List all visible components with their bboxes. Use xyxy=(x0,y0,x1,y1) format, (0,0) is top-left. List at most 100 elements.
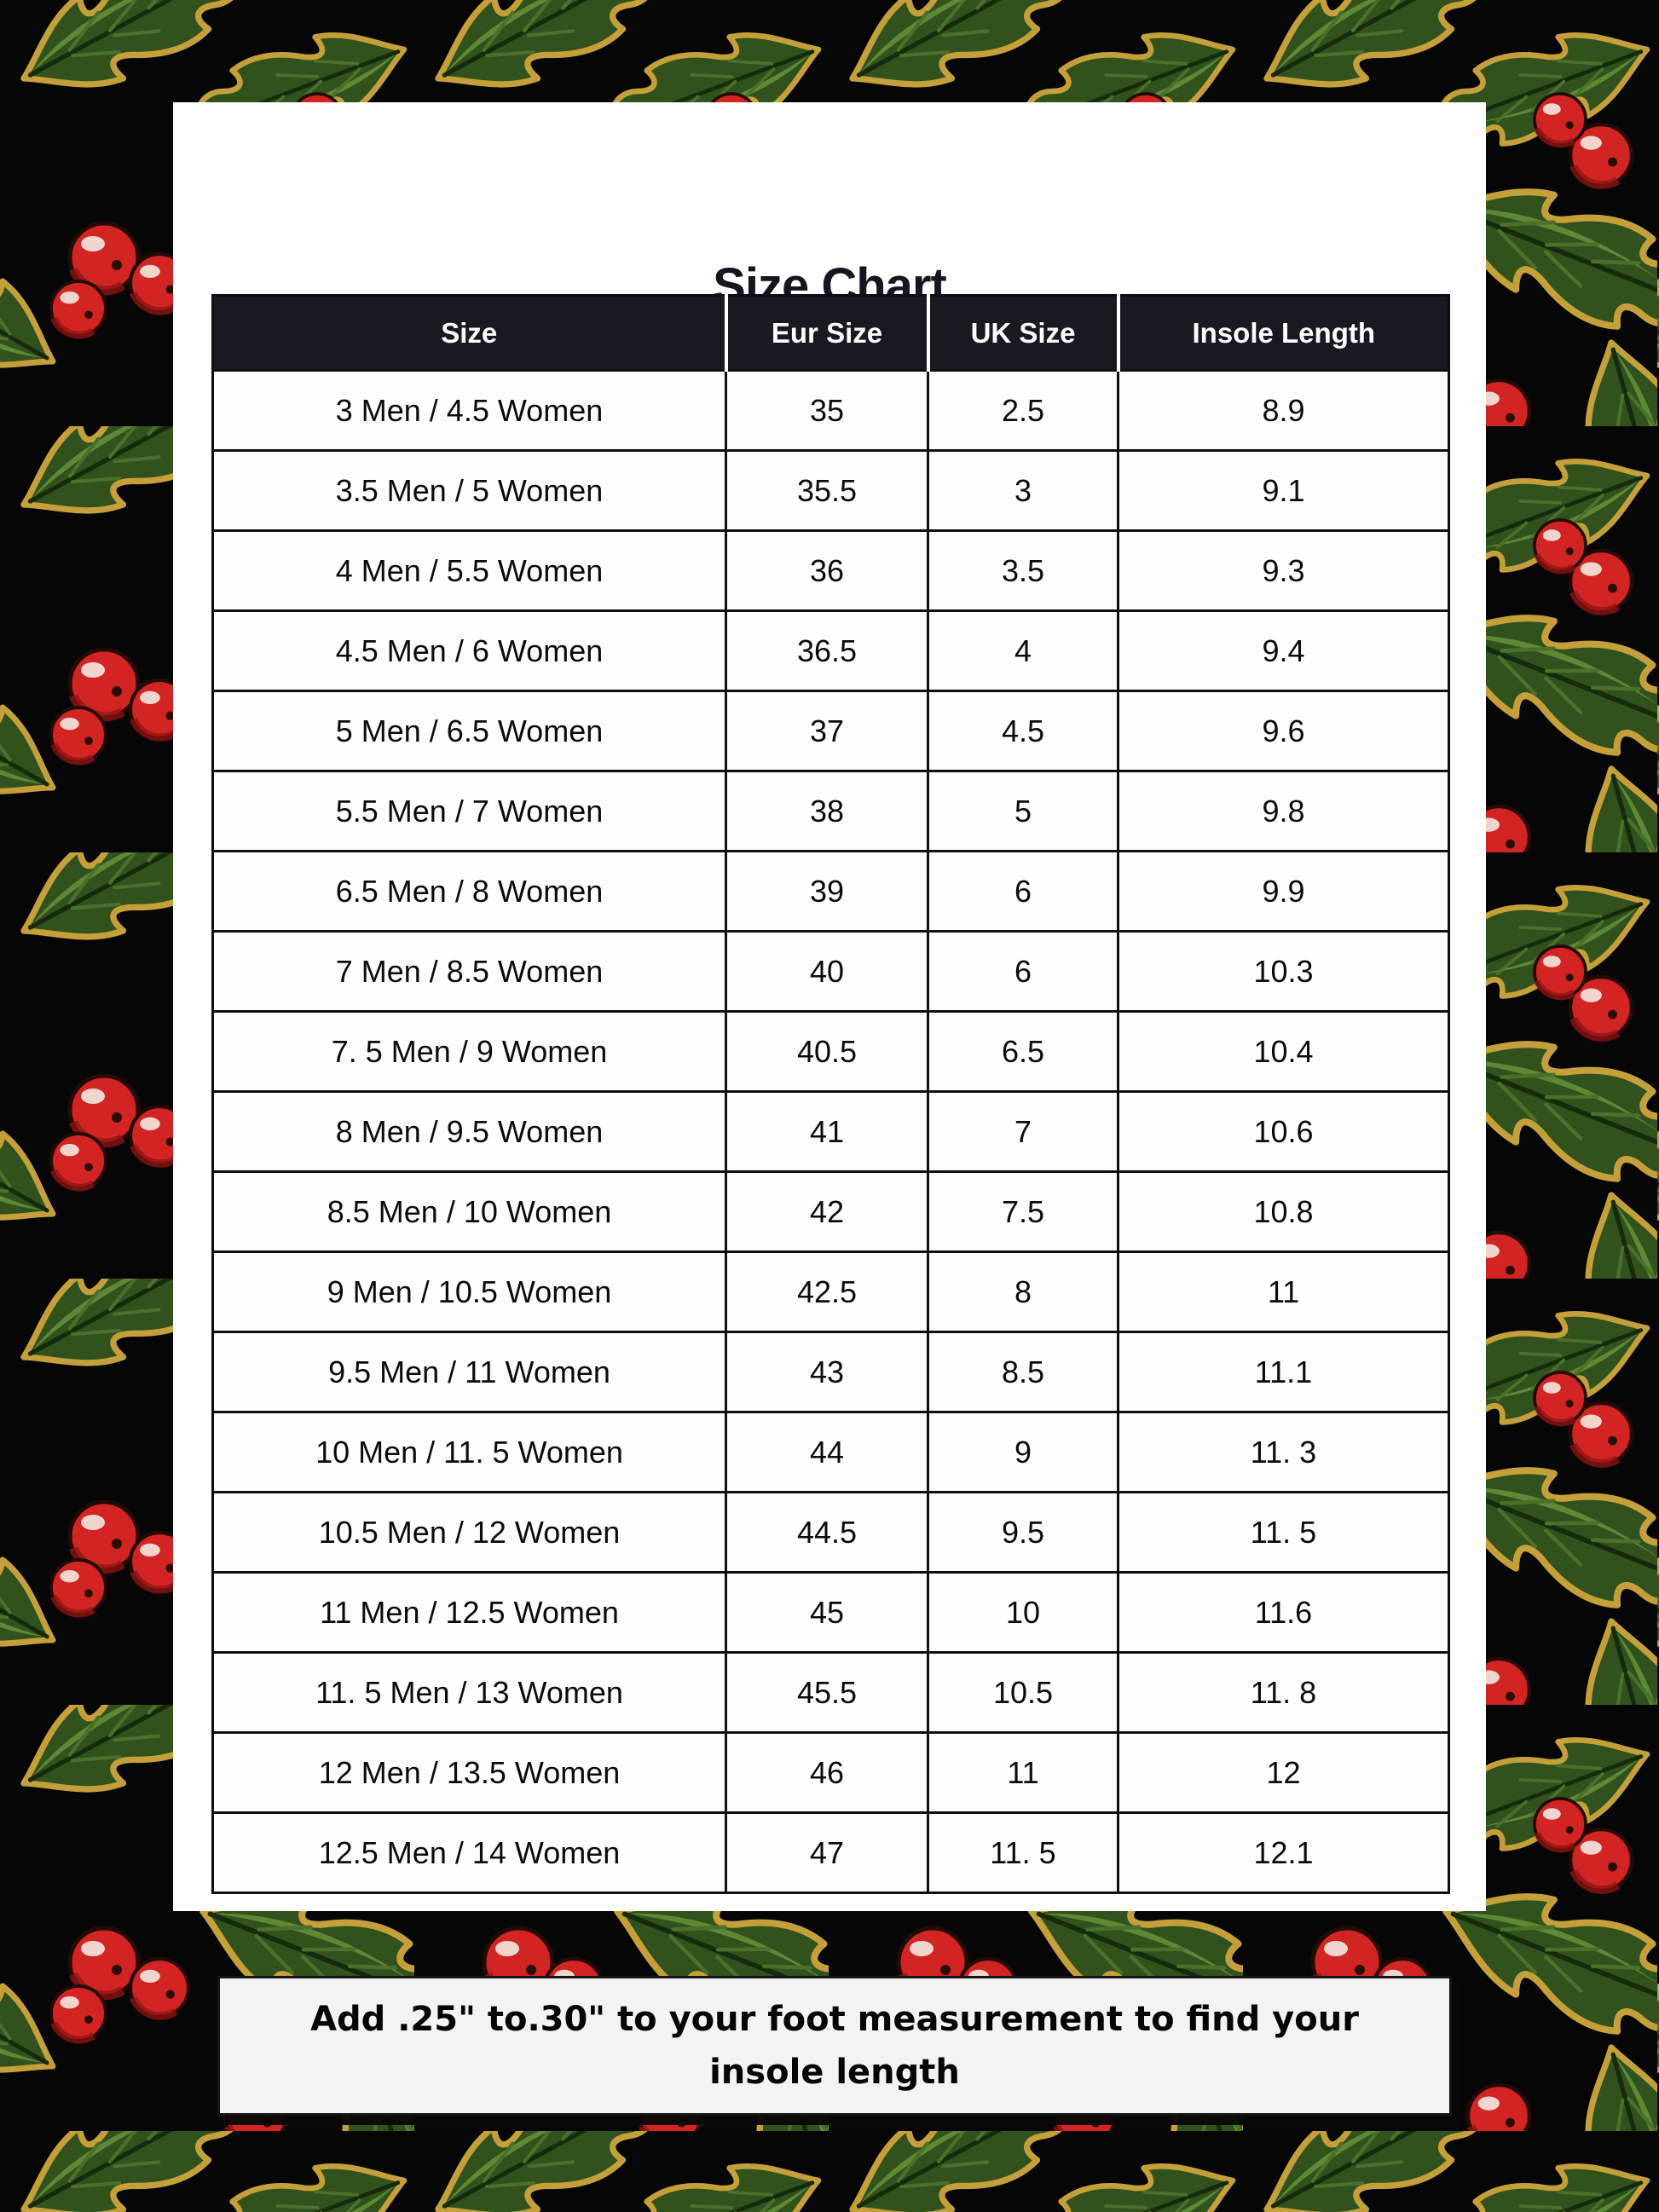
table-cell: 11. 3 xyxy=(1117,1411,1450,1493)
table-cell: 10.4 xyxy=(1117,1010,1450,1093)
table-cell: 11. 8 xyxy=(1117,1651,1450,1734)
table-cell: 40 xyxy=(725,930,929,1013)
table-cell: 39 xyxy=(725,850,929,933)
table-cell: 7 Men / 8.5 Women xyxy=(211,930,727,1013)
table-cell: 6 xyxy=(927,930,1119,1013)
table-cell: 6.5 Men / 8 Women xyxy=(211,850,727,933)
table-cell: 43 xyxy=(725,1331,929,1413)
table-cell: 9.6 xyxy=(1117,690,1450,772)
table-cell: 4.5 xyxy=(927,690,1119,772)
table-cell: 11. 5 Men / 13 Women xyxy=(211,1651,727,1734)
table-cell: 46 xyxy=(725,1731,929,1814)
table-row: 11. 5 Men / 13 Women 45.5 10.5 11. 8 xyxy=(211,1651,1450,1734)
table-cell: 8.5 Men / 10 Women xyxy=(211,1170,727,1253)
table-cell: 45 xyxy=(725,1571,929,1654)
footer-note-banner: Add .25" to.30" to your foot measurement… xyxy=(217,1976,1452,2116)
table-cell: 35 xyxy=(725,369,929,452)
table-cell: 8.9 xyxy=(1117,369,1450,452)
table-cell: 5 Men / 6.5 Women xyxy=(211,690,727,772)
table-cell: 4.5 Men / 6 Women xyxy=(211,609,727,692)
table-cell: 11.1 xyxy=(1117,1331,1450,1413)
table-cell: 36 xyxy=(725,529,929,612)
table-cell: 8 xyxy=(927,1250,1119,1333)
size-table-body: 3 Men / 4.5 Women 35 2.5 8.9 3.5 Men / 5 Wom… xyxy=(211,369,1450,1894)
table-cell: 10 xyxy=(927,1571,1119,1654)
table-cell: 45.5 xyxy=(725,1651,929,1734)
table-cell: 9.4 xyxy=(1117,609,1450,692)
table-cell: 47 xyxy=(725,1811,929,1894)
column-header: Eur Size xyxy=(724,294,929,372)
table-cell: 42 xyxy=(725,1170,929,1253)
table-cell: 7. 5 Men / 9 Women xyxy=(211,1010,727,1093)
size-table: Size Eur Size UK Size Insole Length 3 Men /… xyxy=(211,294,1450,1894)
table-cell: 2.5 xyxy=(927,369,1119,452)
table-row: 12 Men / 13.5 Women 46 11 12 xyxy=(211,1731,1450,1814)
table-cell: 6.5 xyxy=(927,1010,1119,1093)
table-cell: 37 xyxy=(725,690,929,772)
table-cell: 41 xyxy=(725,1090,929,1173)
table-cell: 3.5 xyxy=(927,529,1119,612)
table-cell: 12 xyxy=(1117,1731,1450,1814)
table-row: 11 Men / 12.5 Women 45 10 11.6 xyxy=(211,1571,1450,1654)
table-row: 9.5 Men / 11 Women 43 8.5 11.1 xyxy=(211,1331,1450,1413)
table-row: 9 Men / 10.5 Women 42.5 8 11 xyxy=(211,1250,1450,1333)
table-cell: 9.5 Men / 11 Women xyxy=(211,1331,727,1413)
table-cell: 9.1 xyxy=(1117,449,1450,532)
table-cell: 9.5 xyxy=(927,1491,1119,1574)
table-row: 12.5 Men / 14 Women 47 11. 5 12.1 xyxy=(211,1811,1450,1894)
table-cell: 44.5 xyxy=(725,1491,929,1574)
table-cell: 7 xyxy=(927,1090,1119,1173)
table-cell: 10.3 xyxy=(1117,930,1450,1013)
table-cell: 7.5 xyxy=(927,1170,1119,1253)
table-row: 6.5 Men / 8 Women 39 6 9.9 xyxy=(211,850,1450,933)
table-cell: 11.6 xyxy=(1117,1571,1450,1654)
table-row: 5 Men / 6.5 Women 37 4.5 9.6 xyxy=(211,690,1450,772)
table-cell: 12 Men / 13.5 Women xyxy=(211,1731,727,1814)
table-cell: 9.9 xyxy=(1117,850,1450,933)
table-row: 3.5 Men / 5 Women 35.5 3 9.1 xyxy=(211,449,1450,532)
table-row: 8.5 Men / 10 Women 42 7.5 10.8 xyxy=(211,1170,1450,1253)
table-cell: 3.5 Men / 5 Women xyxy=(211,449,727,532)
table-cell: 9 Men / 10.5 Women xyxy=(211,1250,727,1333)
table-row: 8 Men / 9.5 Women 41 7 10.6 xyxy=(211,1090,1450,1173)
table-cell: 11. 5 xyxy=(927,1811,1119,1894)
table-cell: 8 Men / 9.5 Women xyxy=(211,1090,727,1173)
column-header: Insole Length xyxy=(1116,294,1450,372)
table-cell: 3 xyxy=(927,449,1119,532)
table-row: 10.5 Men / 12 Women 44.5 9.5 11. 5 xyxy=(211,1491,1450,1574)
column-header: Size xyxy=(211,294,727,372)
table-cell: 11 xyxy=(1117,1250,1450,1333)
table-cell: 4 xyxy=(927,609,1119,692)
table-cell: 10.5 xyxy=(927,1651,1119,1734)
table-cell: 11 xyxy=(927,1731,1119,1814)
table-cell: 9 xyxy=(927,1411,1119,1493)
table-row: 5.5 Men / 7 Women 38 5 9.8 xyxy=(211,770,1450,852)
table-cell: 40.5 xyxy=(725,1010,929,1093)
table-cell: 8.5 xyxy=(927,1331,1119,1413)
table-cell: 10.8 xyxy=(1117,1170,1450,1253)
table-row: 10 Men / 11. 5 Women 44 9 11. 3 xyxy=(211,1411,1450,1493)
table-cell: 42.5 xyxy=(725,1250,929,1333)
table-row: 3 Men / 4.5 Women 35 2.5 8.9 xyxy=(211,369,1450,452)
footer-note-text: Add .25" to.30" to your foot measurement… xyxy=(310,2000,1359,2092)
table-cell: 3 Men / 4.5 Women xyxy=(211,369,727,452)
column-header: UK Size xyxy=(926,294,1119,372)
table-row: 4 Men / 5.5 Women 36 3.5 9.3 xyxy=(211,529,1450,612)
table-row: 7. 5 Men / 9 Women 40.5 6.5 10.4 xyxy=(211,1010,1450,1093)
table-cell: 12.5 Men / 14 Women xyxy=(211,1811,727,1894)
table-cell: 5.5 Men / 7 Women xyxy=(211,770,727,852)
table-cell: 11. 5 xyxy=(1117,1491,1450,1574)
table-cell: 10 Men / 11. 5 Women xyxy=(211,1411,727,1493)
table-header-row: Size Eur Size UK Size Insole Length xyxy=(211,294,1450,372)
table-row: 4.5 Men / 6 Women 36.5 4 9.4 xyxy=(211,609,1450,692)
table-cell: 10.5 Men / 12 Women xyxy=(211,1491,727,1574)
table-cell: 36.5 xyxy=(725,609,929,692)
table-cell: 12.1 xyxy=(1117,1811,1450,1894)
table-cell: 6 xyxy=(927,850,1119,933)
table-cell: 4 Men / 5.5 Women xyxy=(211,529,727,612)
table-cell: 10.6 xyxy=(1117,1090,1450,1173)
table-cell: 38 xyxy=(725,770,929,852)
table-cell: 5 xyxy=(927,770,1119,852)
